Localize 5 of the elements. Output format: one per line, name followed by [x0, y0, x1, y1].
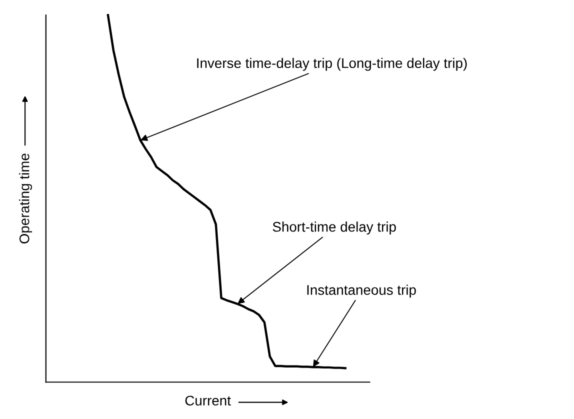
x-axis-title: Current [185, 396, 231, 406]
annotation: Short-time delay trip [272, 222, 396, 235]
y-axis-title: Operating time [19, 154, 32, 244]
annotation: Instantaneous trip [307, 284, 416, 298]
annotation: Inverse time-delay trip (Long-time delay trip) [197, 58, 467, 71]
